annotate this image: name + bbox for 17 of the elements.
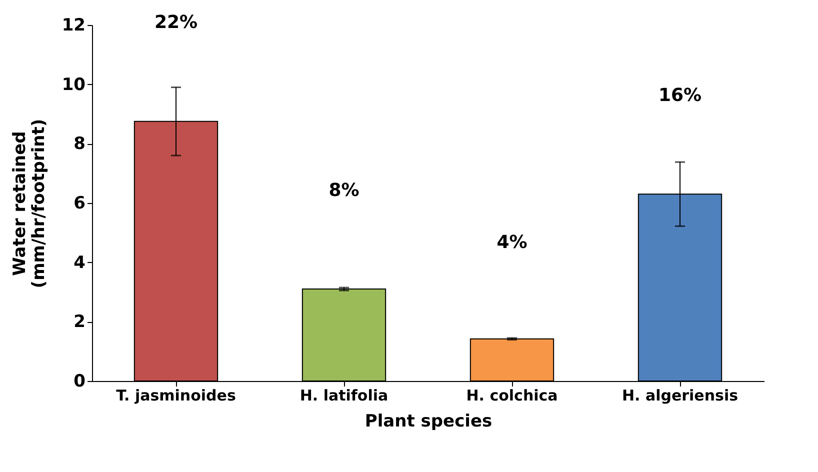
x-tick-label: H. latifolia — [300, 386, 388, 404]
y-tick-label: 0 — [74, 372, 86, 392]
annotation: 16% — [658, 85, 702, 106]
annotation: 8% — [328, 180, 360, 201]
y-tick-label: 10 — [62, 74, 86, 95]
y-tick-label: 2 — [74, 312, 86, 332]
y-tick-label: 8 — [74, 134, 86, 154]
x-axis-title: Plant species — [364, 412, 492, 432]
x-tick-label: H. colchica — [466, 386, 558, 404]
y-tick-label: 4 — [74, 252, 86, 273]
y-tick-label: 6 — [74, 194, 86, 214]
annotation: 22% — [154, 12, 198, 33]
annotation: 4% — [496, 232, 528, 253]
x-tick-label: H. algeriensis — [622, 386, 738, 404]
y-tick-label: 12 — [62, 16, 86, 36]
y-axis-title: Water retained (mm/hr/footprint) — [10, 118, 49, 288]
x-tick-label: T. jasminoides — [116, 386, 236, 404]
